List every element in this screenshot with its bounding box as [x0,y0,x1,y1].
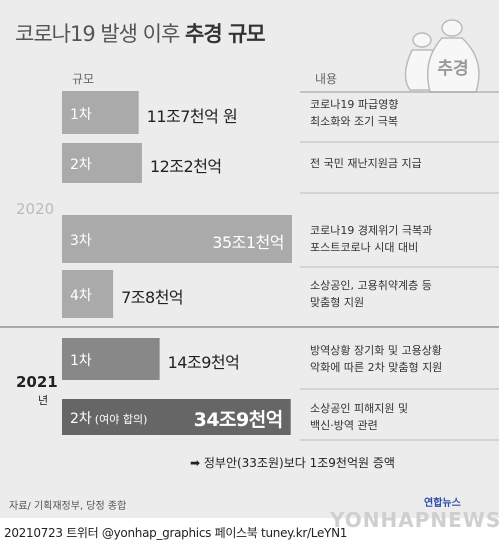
bar-label: 1차 [70,353,92,369]
value-label: 7조8천억 [121,288,184,307]
page-title: 코로나19 발생 이후 추경 규모 [15,18,266,48]
content-header: 내용 [315,72,338,86]
value-label: 12조2천억 [149,157,222,176]
year-2021-suffix: 년 [38,394,49,407]
bar-label: 2차 (여야 합의) [70,411,148,427]
footer-credit: 20210723 트위터 @yonhap_graphics 페이스북 tuney… [4,526,348,540]
bar-label: 4차 [70,288,92,304]
bar-label: 3차 [70,233,92,249]
value-label: 14조9천억 [167,353,240,372]
bar-2021-1 [62,338,160,380]
value-label: 11조7천억 원 [146,106,238,126]
description-text: 소상공인, 고용취약계층 등 맞춤형 지원 [310,279,432,309]
chart-svg [0,91,499,441]
description-text: 전 국민 재난지원금 지급 [310,156,422,170]
bar-2020-2 [62,143,142,183]
description-text: 소상공인 피해지원 및 백신·방역 관련 [310,402,409,432]
bar-sub-label: (여야 합의) [94,413,148,426]
bar-label: 2차 [70,157,92,173]
source-credit: 자료/ 기획재정부, 당정 종합 [9,501,127,512]
icon-label: 추경 [437,59,468,79]
bar-label: 1차 [70,106,92,123]
title-bold: 추경 규모 [185,22,266,46]
bar-2021-2 [62,399,291,435]
value-label: 35조1천억 [212,233,284,252]
scale-header: 규모 [72,72,95,86]
year-2020: 2020 [16,200,55,218]
bar-2020-4 [62,270,114,318]
year-2021: 2021 [16,373,58,391]
description-text: 방역상황 장기화 및 고용상황 악화에 따른 2차 맞춤형 지원 [310,344,443,374]
description-text: 코로나19 파급영향 최소화와 조기 극복 [310,97,399,128]
brand-logo: 연합뉴스 [424,498,461,509]
value-label: 34조9천억 [193,409,284,431]
increase-note: ➡ 정부안(33조원)보다 1조9천억원 증액 [190,456,395,470]
bar-2020-1 [62,91,139,134]
watermark: YONHAPNEWS [330,508,499,532]
title-normal: 코로나19 발생 이후 [15,22,180,46]
description-text: 코로나19 경제위기 극복과 포스트코로나 시대 대비 [310,224,433,254]
money-bag-icon: 추경 [404,19,480,93]
bar-2020-3 [62,215,292,263]
